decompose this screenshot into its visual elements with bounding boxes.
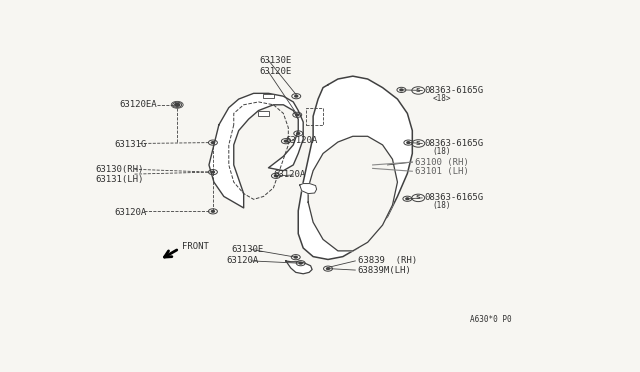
Text: 63120A: 63120A [286, 136, 318, 145]
Polygon shape [286, 261, 312, 274]
Circle shape [400, 89, 403, 91]
Text: S: S [416, 141, 420, 146]
Circle shape [175, 103, 180, 106]
Circle shape [297, 132, 300, 134]
Circle shape [406, 198, 409, 200]
Circle shape [407, 142, 410, 144]
Text: (18): (18) [432, 201, 451, 211]
Text: 63120E: 63120E [260, 67, 292, 76]
Circle shape [296, 114, 299, 116]
Text: 63131G: 63131G [115, 140, 147, 150]
Text: 08363-6165G: 08363-6165G [425, 139, 484, 148]
Polygon shape [298, 76, 412, 260]
Text: 63120A: 63120A [115, 208, 147, 217]
Circle shape [211, 171, 214, 173]
Text: 63120EA: 63120EA [120, 100, 157, 109]
Circle shape [300, 262, 302, 264]
Text: 63131(LH): 63131(LH) [95, 175, 143, 184]
Text: S: S [416, 195, 420, 201]
Circle shape [176, 104, 179, 106]
Circle shape [211, 211, 214, 212]
Polygon shape [308, 136, 397, 251]
Text: (18): (18) [432, 147, 451, 156]
Bar [262, 94, 275, 99]
Text: 63120A: 63120A [227, 256, 259, 265]
Text: 63839M(LH): 63839M(LH) [358, 266, 412, 275]
Text: 08363-6165G: 08363-6165G [425, 193, 484, 202]
Text: A630*0 P0: A630*0 P0 [470, 315, 511, 324]
Text: FRONT: FRONT [182, 242, 209, 251]
Bar [257, 111, 269, 116]
Text: 63130E: 63130E [260, 56, 292, 65]
Text: 63120A: 63120A [273, 170, 306, 179]
Text: S: S [416, 88, 420, 93]
Text: 08363-6165G: 08363-6165G [425, 86, 484, 95]
Polygon shape [300, 183, 317, 193]
Circle shape [326, 268, 330, 269]
Circle shape [295, 95, 298, 97]
Circle shape [211, 142, 214, 144]
Circle shape [294, 256, 297, 258]
Polygon shape [209, 93, 303, 208]
Text: 63100 (RH): 63100 (RH) [415, 158, 468, 167]
Text: 63101 (LH): 63101 (LH) [415, 167, 468, 176]
Text: <18>: <18> [432, 94, 451, 103]
Text: 63839  (RH): 63839 (RH) [358, 256, 417, 265]
Circle shape [275, 175, 277, 177]
Text: 63130E: 63130E [231, 245, 264, 254]
Text: 63130(RH): 63130(RH) [95, 165, 143, 174]
Circle shape [284, 140, 287, 142]
